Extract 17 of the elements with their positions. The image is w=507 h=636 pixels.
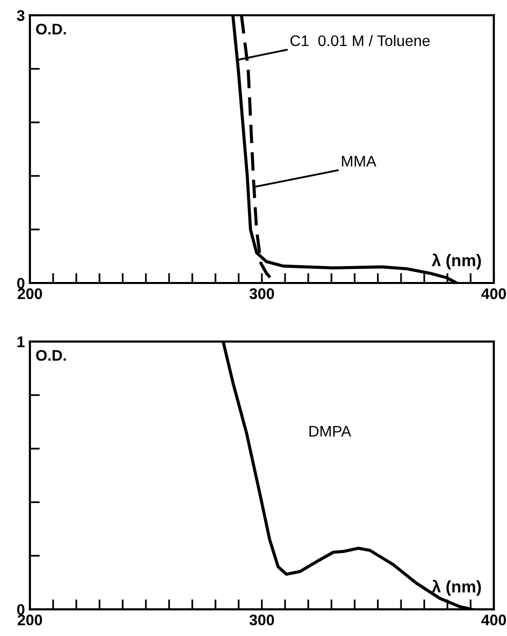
x-axis-title: λ (nm) <box>432 580 481 596</box>
annotation: MMA <box>342 156 376 166</box>
y-axis-title: O.D. <box>36 350 66 361</box>
x-tick-label: 300 <box>249 288 274 300</box>
x-tick-label: 200 <box>18 288 42 300</box>
x-tick-label: 200 <box>18 614 42 626</box>
x-tick-label: 400 <box>481 614 506 626</box>
x-axis-title: λ (nm) <box>432 254 481 270</box>
y-tick-label: 0 <box>17 604 24 615</box>
x-tick-label: 300 <box>249 614 274 626</box>
x-tick-label: 400 <box>481 288 506 300</box>
y-axis-title: O.D. <box>36 24 66 35</box>
annotation: C1 0.01 M / Toluene <box>290 34 430 46</box>
text: DMPA <box>310 426 352 437</box>
y-tick-label: 1 <box>18 336 25 348</box>
y-tick-label: 0 <box>17 278 24 289</box>
y-tick-label: 3 <box>16 10 24 21</box>
